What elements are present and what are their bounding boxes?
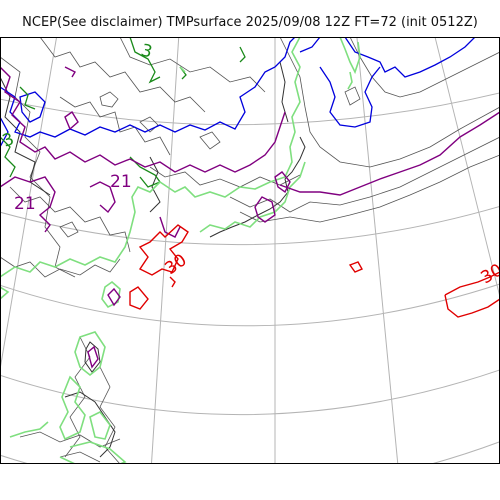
latitude-line <box>0 369 500 416</box>
isotherm-lightgreen <box>0 37 361 464</box>
map-canvas: 3 3 21 21 30 30 <box>0 37 500 464</box>
isotherm-purple <box>0 66 500 369</box>
contour-label-3: 3 <box>0 129 17 151</box>
latitude-line <box>0 92 500 126</box>
longitude-line <box>150 37 180 464</box>
contour-label-3: 3 <box>139 41 155 63</box>
map-title: NCEP(See disclaimer) TMPsurface 2025/09/… <box>22 15 478 30</box>
latitude-line <box>0 205 500 246</box>
contour-label-21: 21 <box>110 172 132 192</box>
longitude-line <box>0 37 58 373</box>
coastline-china <box>0 76 51 196</box>
contour-label-30: 30 <box>478 260 500 288</box>
longitude-line <box>356 37 399 464</box>
longitude-line <box>434 37 500 300</box>
latitude-line <box>0 441 500 464</box>
map-plot-area: 3 3 21 21 30 30 <box>0 37 500 464</box>
contour-label-21: 21 <box>14 194 36 214</box>
isotherm-red <box>129 224 500 318</box>
coastline-korea <box>149 156 161 213</box>
isotherm-green <box>0 37 246 188</box>
graticule <box>0 37 500 464</box>
land-contours <box>0 37 500 464</box>
latitude-line <box>0 283 500 327</box>
coastline-japan <box>209 136 306 238</box>
contour-label-30: 30 <box>161 250 190 279</box>
coastlines <box>0 61 306 458</box>
coastline-philippines <box>64 391 116 458</box>
coastline-taiwan <box>84 341 101 373</box>
